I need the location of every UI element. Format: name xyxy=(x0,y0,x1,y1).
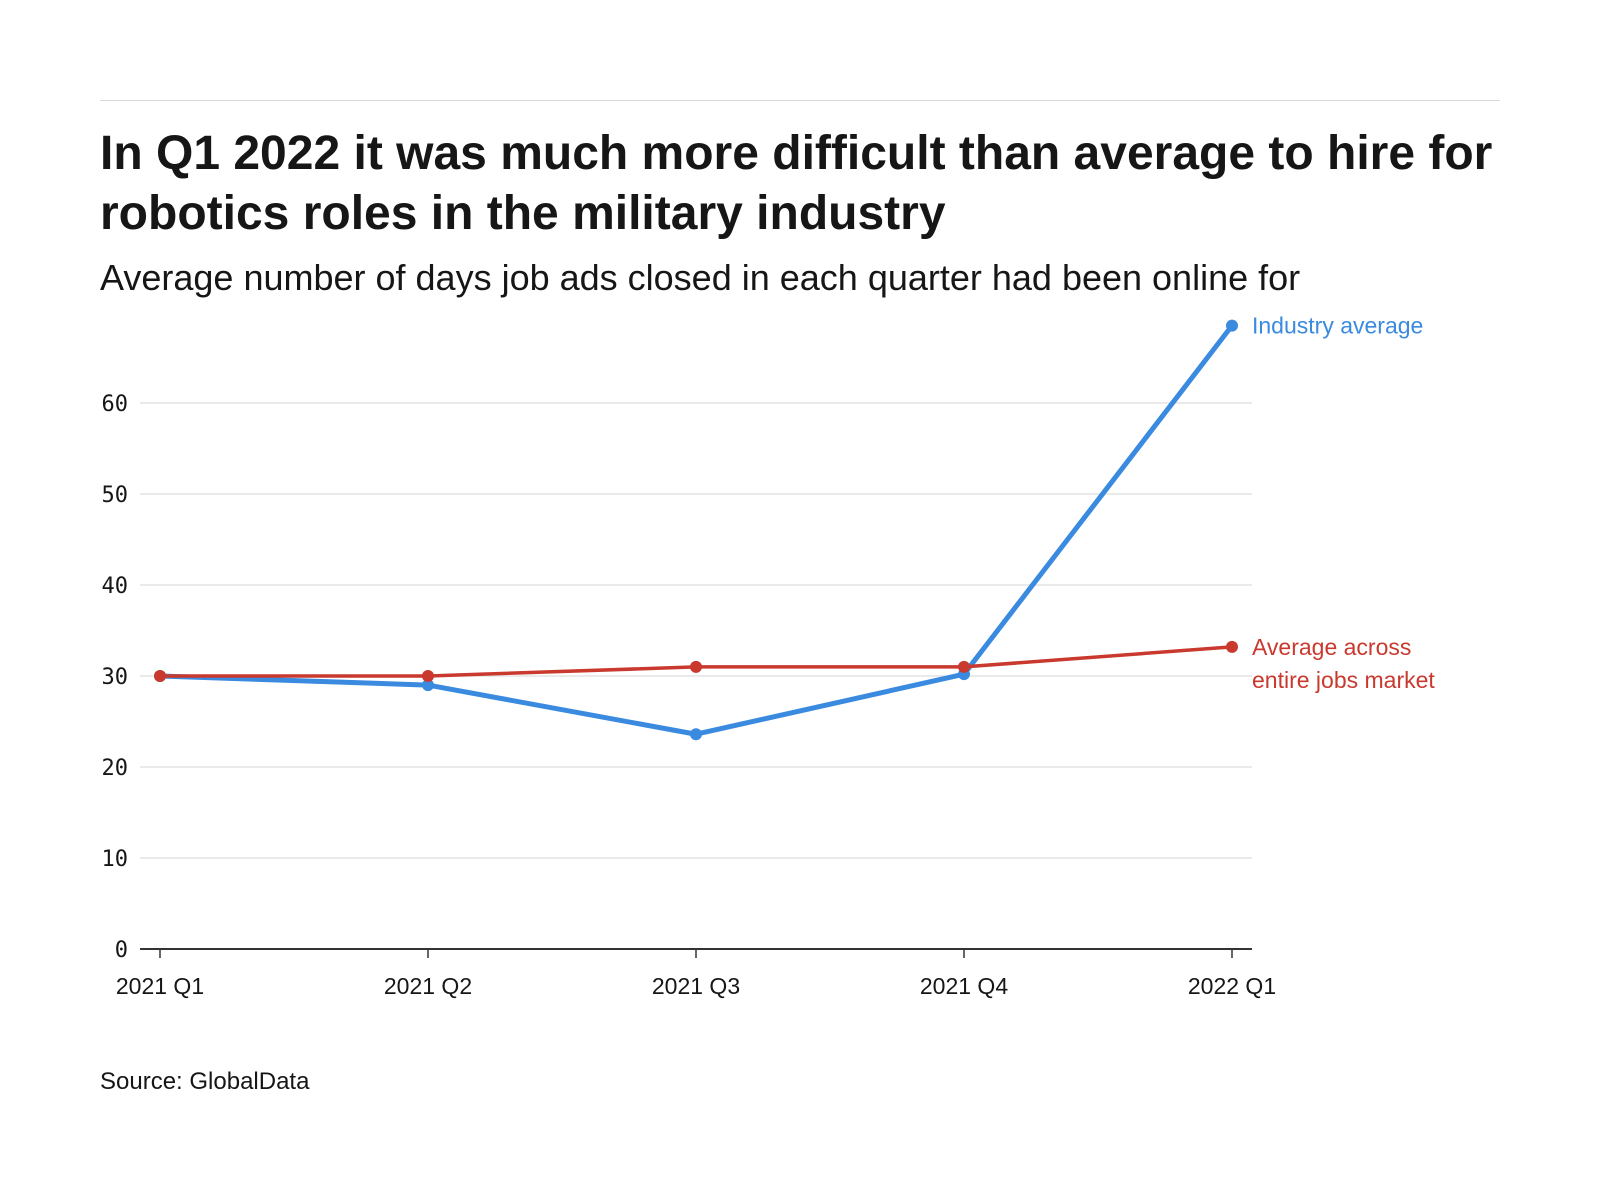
source-note: Source: GlobalData xyxy=(100,1068,310,1095)
data-point xyxy=(154,670,166,682)
top-divider xyxy=(100,100,1500,101)
x-tick-label: 2021 Q2 xyxy=(384,973,472,999)
y-tick-label: 30 xyxy=(102,665,129,690)
y-tick-label: 60 xyxy=(102,392,129,417)
chart-title: In Q1 2022 it was much more difficult th… xyxy=(100,127,1493,240)
y-tick-label: 50 xyxy=(102,483,129,508)
x-tick-label: 2022 Q1 xyxy=(1188,973,1276,999)
data-point xyxy=(690,660,702,673)
data-point xyxy=(422,679,434,692)
gridlines xyxy=(140,402,1252,859)
y-tick-label: 20 xyxy=(102,756,129,781)
data-point xyxy=(690,728,702,741)
x-tick-label: 2021 Q3 xyxy=(652,973,740,999)
data-point xyxy=(422,670,434,682)
data-point xyxy=(1226,640,1238,653)
series-label: entire jobs market xyxy=(1252,667,1435,693)
y-tick-label: 40 xyxy=(102,574,129,599)
data-point xyxy=(1226,319,1238,332)
series-label: Average across xyxy=(1252,634,1411,660)
chart-subtitle: Average number of days job ads closed in… xyxy=(100,257,1301,298)
x-tick-label: 2021 Q1 xyxy=(116,973,204,999)
x-axis: 2021 Q1 2021 Q2 2021 Q3 2021 Q4 2022 Q1 xyxy=(116,948,1276,999)
series-lines xyxy=(154,319,1238,741)
y-tick-label: 10 xyxy=(102,847,129,872)
series-label: Industry average xyxy=(1252,313,1423,339)
data-point xyxy=(958,660,970,673)
series-labels: Industry average Average across entire job… xyxy=(1252,313,1435,693)
series-line-industry-average xyxy=(159,324,1234,737)
y-axis-ticks: 0 10 20 30 40 50 60 xyxy=(102,392,129,963)
y-tick-label: 0 xyxy=(115,938,128,963)
x-tick-label: 2021 Q4 xyxy=(920,973,1008,999)
